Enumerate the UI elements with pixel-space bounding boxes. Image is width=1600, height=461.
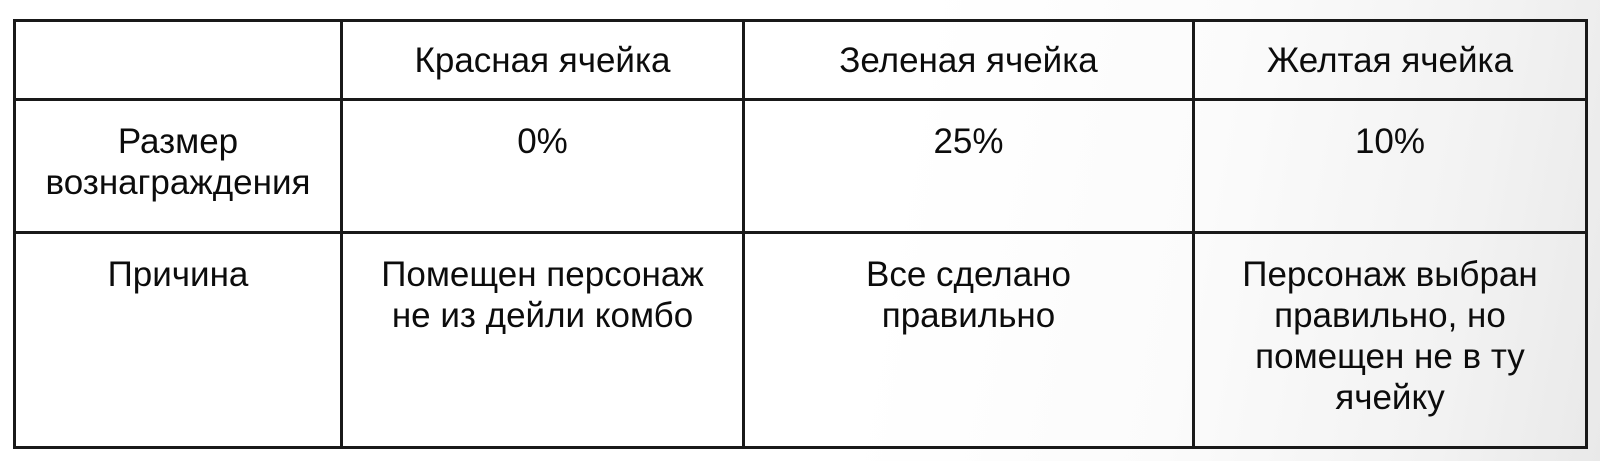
header-cell-corner <box>13 19 343 101</box>
value-reward-size-yellow: 10% <box>1354 122 1426 161</box>
header-label-yellow-cell: Желтая ячейка <box>1266 40 1514 80</box>
value-reward-size-green: 25% <box>933 122 1004 161</box>
row-label-reward-size: Размер вознаграждения <box>45 122 311 202</box>
cell-reward-size-green: 25% <box>742 98 1195 234</box>
header-label-green-cell: Зеленая ячейка <box>839 40 1098 80</box>
cell-reason-green: Все сделано правильно <box>742 231 1195 449</box>
cell-reason-red: Помещен персонаж не из дейли комбо <box>340 231 745 449</box>
reward-matrix-table: Красная ячейка Зеленая ячейка Желтая яче… <box>13 19 1588 449</box>
row-header-reason: Причина <box>13 231 343 449</box>
row-header-reward-size: Размер вознаграждения <box>13 98 343 234</box>
header-cell-red-cell: Красная ячейка <box>340 19 745 101</box>
header-label-red-cell: Красная ячейка <box>414 40 671 80</box>
value-reason-green: Все сделано правильно <box>866 255 1071 335</box>
cell-reward-size-yellow: 10% <box>1192 98 1588 234</box>
value-reason-yellow: Персонаж выбран правильно, но помещен не… <box>1242 255 1538 417</box>
table-header-row: Красная ячейка Зеленая ячейка Желтая яче… <box>13 19 1588 101</box>
table-row: Причина Помещен персонаж не из дейли ком… <box>13 231 1588 449</box>
table-row: Размер вознаграждения 0% 25% 10% <box>13 98 1588 234</box>
cell-reason-yellow: Персонаж выбран правильно, но помещен не… <box>1192 231 1588 449</box>
value-reason-red: Помещен персонаж не из дейли комбо <box>381 255 704 335</box>
value-reward-size-red: 0% <box>517 122 568 161</box>
header-cell-green-cell: Зеленая ячейка <box>742 19 1195 101</box>
row-label-reason: Причина <box>107 255 249 294</box>
cell-reward-size-red: 0% <box>340 98 745 234</box>
header-cell-yellow-cell: Желтая ячейка <box>1192 19 1588 101</box>
